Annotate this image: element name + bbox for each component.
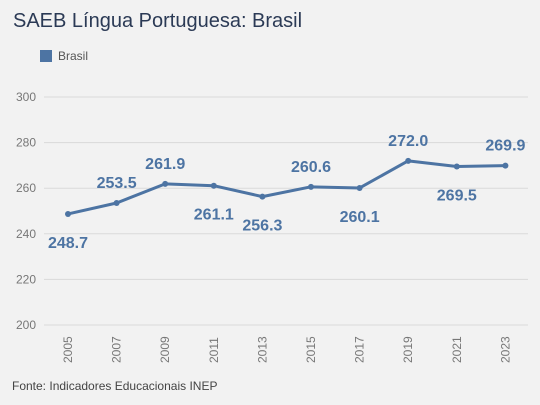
- y-tick-label: 200: [16, 318, 36, 332]
- data-point: [308, 183, 314, 190]
- data-label: 248.7: [48, 235, 88, 252]
- series-line: [66, 159, 507, 216]
- y-tick-label: 260: [16, 181, 36, 195]
- x-tick-label: 2023: [498, 336, 512, 363]
- data-point: [210, 182, 217, 189]
- data-point: [356, 184, 363, 191]
- source-note: Fonte: Indicadores Educacionais INEP: [12, 379, 218, 393]
- y-tick-label: 240: [16, 227, 36, 241]
- data-point: [502, 162, 509, 169]
- x-tick-label: 2013: [255, 336, 269, 363]
- data-point: [259, 193, 266, 200]
- data-label: 261.9: [145, 156, 185, 173]
- data-label: 272.0: [388, 133, 428, 150]
- legend-swatch: [40, 50, 52, 62]
- y-tick-label: 300: [16, 90, 36, 104]
- data-label: 269.9: [485, 138, 525, 155]
- data-point: [65, 210, 71, 217]
- legend: Brasil: [40, 49, 88, 63]
- data-label: 269.5: [437, 188, 477, 205]
- y-tick-label: 280: [16, 136, 36, 150]
- x-tick-label: 2019: [401, 336, 415, 363]
- data-label: 260.1: [340, 209, 380, 226]
- x-tick-label: 2009: [158, 336, 172, 363]
- y-tick-label: 220: [16, 272, 36, 286]
- x-tick-label: 2017: [353, 336, 367, 363]
- x-tick-label: 2007: [110, 336, 124, 363]
- x-tick-label: 2015: [304, 336, 318, 363]
- chart-title: SAEB Língua Portuguesa: Brasil: [13, 10, 303, 32]
- data-point: [162, 180, 169, 187]
- x-tick-label: 2021: [450, 336, 464, 363]
- x-tick-label: 2011: [207, 337, 221, 363]
- data-label: 260.6: [291, 159, 331, 176]
- data-point: [113, 200, 120, 207]
- data-label: 261.1: [194, 207, 234, 224]
- x-tick-label: 2005: [61, 336, 75, 363]
- data-label: 253.5: [97, 175, 137, 192]
- data-label: 256.3: [242, 218, 282, 235]
- legend-label: Brasil: [58, 49, 89, 63]
- data-point: [453, 163, 460, 170]
- data-point: [405, 157, 412, 164]
